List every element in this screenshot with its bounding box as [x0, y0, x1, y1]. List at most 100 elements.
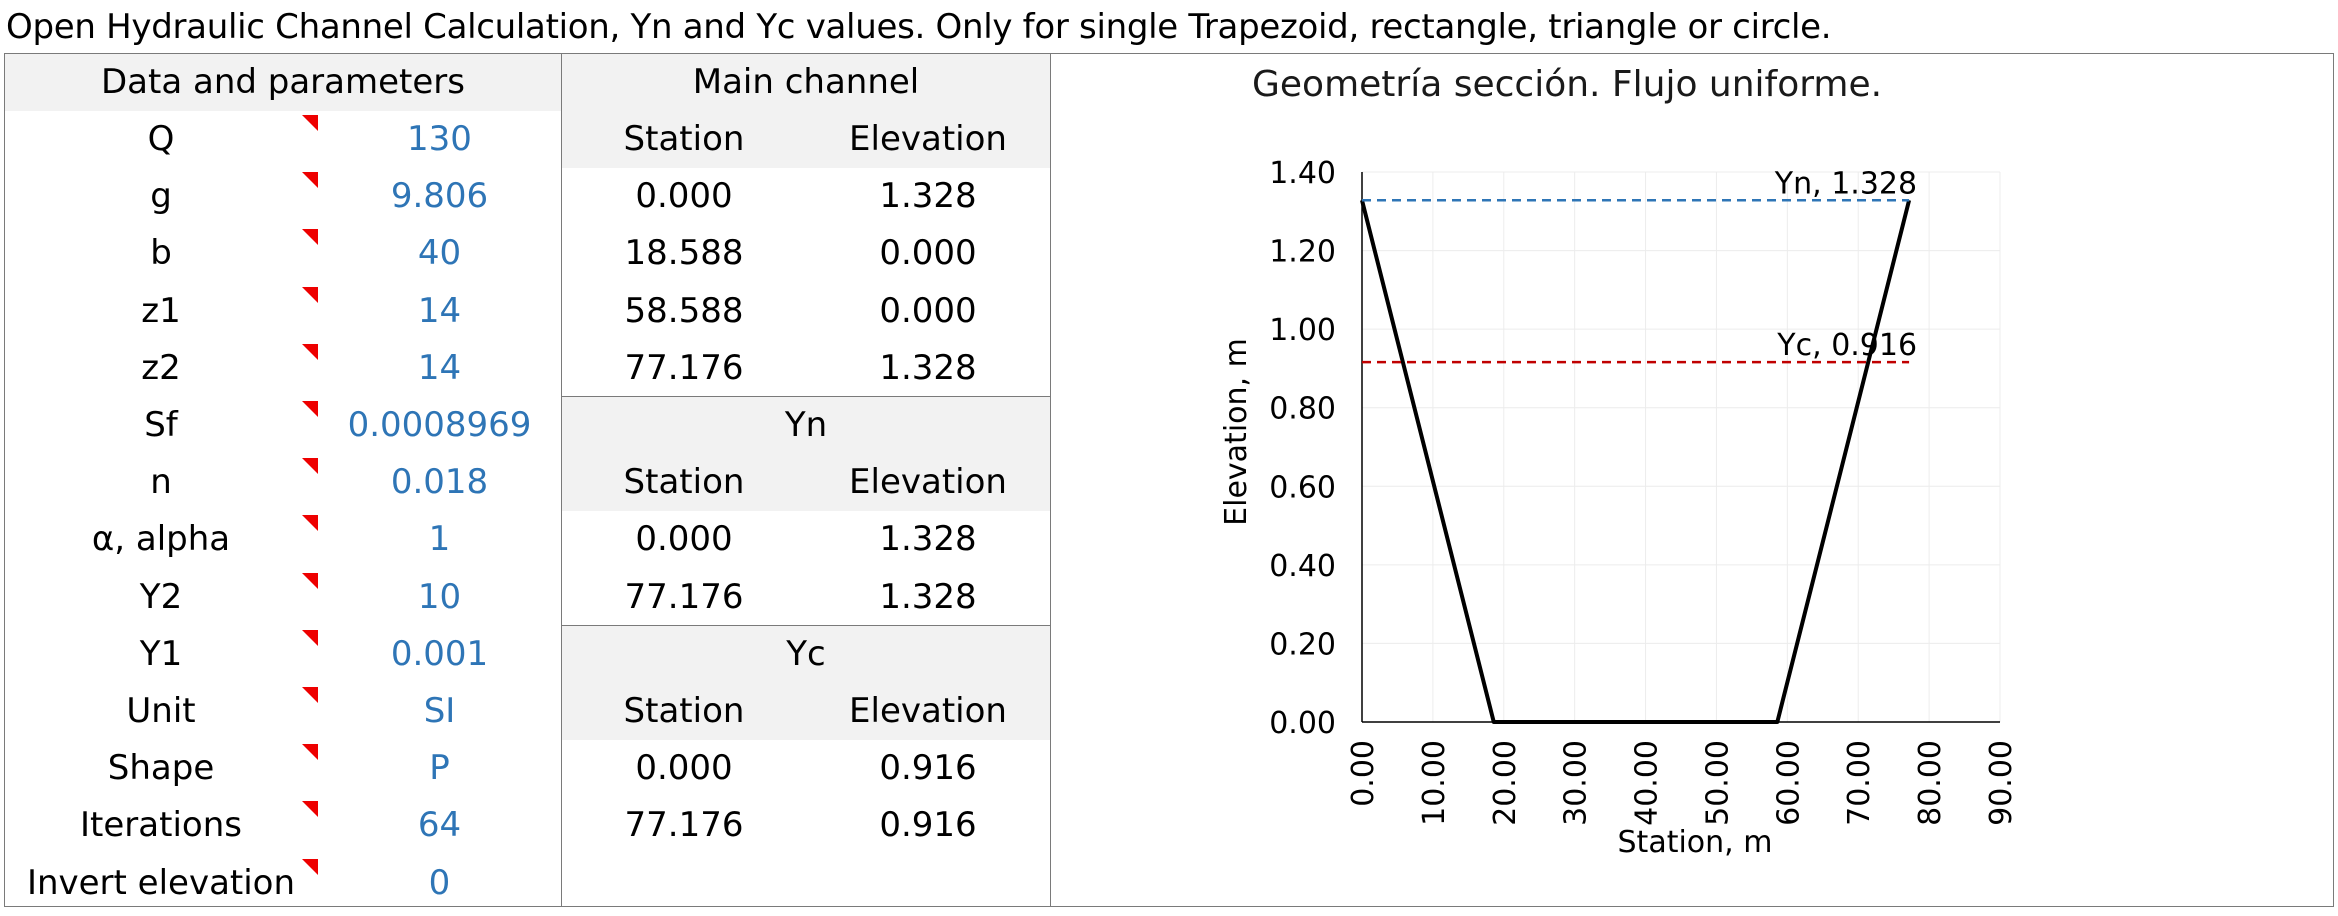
station-cell[interactable]: 77.176 [624, 805, 744, 846]
parameter-value[interactable]: 0.018 [390, 462, 489, 503]
parameter-value[interactable]: 14 [417, 347, 462, 388]
x-tick-label: 0.00 [1346, 740, 1381, 807]
comment-indicator-icon[interactable] [302, 858, 318, 875]
parameter-label: α, alpha [91, 519, 231, 560]
elevation-column-header: Elevation [806, 111, 1050, 168]
station-cell[interactable]: 18.588 [624, 233, 744, 274]
parameter-value[interactable]: 0.001 [390, 633, 489, 674]
x-tick-label: 50.00 [1700, 740, 1735, 826]
parameter-label: Q [147, 119, 175, 159]
station-cell[interactable]: 0.000 [635, 176, 733, 217]
parameter-value[interactable]: 0.0008969 [347, 405, 532, 445]
elevation-cell[interactable]: 1.328 [879, 519, 977, 560]
comment-indicator-icon[interactable] [302, 458, 318, 475]
data-labels: Yn, 1.328 Yc, 0.916 [1774, 166, 1917, 363]
y-tick-label: 0.20 [1269, 627, 1336, 662]
parameter-value[interactable]: 0 [428, 862, 451, 903]
x-tick-label: 60.00 [1771, 740, 1806, 826]
parameter-label: g [150, 176, 172, 217]
comment-indicator-icon[interactable] [302, 687, 318, 703]
station-column-header: Station [562, 111, 806, 168]
parameter-label: Y2 [139, 576, 183, 617]
x-axis-label: Station, m [1618, 825, 1773, 860]
y-tick-label: 1.40 [1269, 156, 1336, 191]
yn-header: Yn [562, 397, 1050, 454]
chart-series [1360, 199, 1912, 724]
station-column-header: Station [562, 683, 806, 740]
x-tick-label: 10.00 [1417, 740, 1452, 826]
comment-indicator-icon[interactable] [302, 286, 318, 303]
elevation-cell[interactable]: 1.328 [879, 176, 977, 217]
parameter-label: z1 [141, 290, 181, 331]
main-channel-header: Main channel [562, 53, 1050, 111]
parameter-label: Y1 [139, 633, 183, 674]
comment-indicator-icon[interactable] [302, 115, 318, 131]
x-tick-label: 90.00 [1984, 740, 2019, 826]
yn-data-label: Yn, 1.328 [1774, 166, 1917, 201]
y-tick-label: 0.40 [1269, 549, 1336, 584]
parameter-label: Invert elevation [26, 862, 296, 903]
parameters-header: Data and parameters [5, 54, 561, 111]
y-tick-labels: 0.00 0.20 0.40 0.60 0.80 1.00 1.20 1.40 [1269, 156, 1336, 741]
parameter-value[interactable]: 1 [428, 519, 451, 560]
comment-indicator-icon[interactable] [302, 343, 318, 360]
yc-header: Yc [562, 625, 1050, 683]
chart-axes [1361, 172, 2000, 723]
comment-indicator-icon[interactable] [302, 515, 318, 532]
x-tick-label: 70.00 [1842, 740, 1877, 826]
y-tick-label: 1.00 [1269, 313, 1336, 348]
station-cell[interactable]: 77.176 [624, 576, 744, 617]
comment-indicator-icon[interactable] [302, 401, 318, 417]
chart-grid [1362, 171, 2001, 722]
parameter-label: Unit [126, 691, 196, 731]
parameter-label: Shape [107, 748, 215, 789]
station-cell[interactable]: 77.176 [624, 347, 744, 388]
elevation-cell[interactable]: 0.000 [879, 290, 977, 331]
elevation-cell[interactable]: 0.000 [879, 233, 977, 274]
elevation-cell[interactable]: 0.916 [879, 805, 977, 846]
parameter-label: b [150, 233, 172, 274]
sheet-frame [4, 53, 2334, 907]
comment-indicator-icon[interactable] [302, 172, 318, 189]
comment-indicator-icon[interactable] [302, 744, 318, 761]
parameter-label: z2 [141, 347, 181, 388]
sheet-title: Open Hydraulic Channel Calculation, Yn a… [6, 7, 1832, 47]
station-column-header: Station [562, 454, 806, 512]
elevation-column-header: Elevation [806, 683, 1050, 740]
parameter-label: Iterations [80, 805, 242, 846]
parameter-value[interactable]: 40 [417, 233, 462, 274]
elevation-cell[interactable]: 1.328 [879, 347, 977, 388]
y-tick-label: 0.00 [1269, 706, 1336, 741]
elevation-column-header: Elevation [806, 454, 1050, 512]
parameter-value[interactable]: SI [423, 691, 456, 731]
parameter-label: n [150, 462, 172, 503]
comment-indicator-icon[interactable] [302, 229, 318, 246]
yc-data-label: Yc, 0.916 [1776, 328, 1917, 363]
x-tick-label: 30.00 [1559, 740, 1594, 826]
station-cell[interactable]: 0.000 [635, 748, 733, 789]
chart-title: Geometría sección. Flujo uniforme. [1252, 64, 1882, 105]
parameter-value[interactable]: 9.806 [390, 176, 489, 217]
comment-indicator-icon[interactable] [302, 801, 318, 818]
parameter-value[interactable]: 14 [417, 290, 462, 331]
elevation-cell[interactable]: 0.916 [879, 748, 977, 789]
x-tick-labels: 0.00 10.00 20.00 30.00 40.00 50.00 60.00 70.00 8… [1346, 740, 2019, 826]
divider-params [561, 53, 562, 907]
parameter-value[interactable]: P [429, 748, 450, 789]
parameter-value[interactable]: 10 [417, 576, 462, 617]
elevation-cell[interactable]: 1.328 [879, 576, 977, 617]
divider-tables [1050, 53, 1051, 907]
y-tick-label: 1.20 [1269, 235, 1336, 270]
section-chart: Geometría sección. Flujo uniforme. 0.00 0… [1219, 64, 2019, 860]
comment-indicator-icon[interactable] [302, 629, 318, 646]
comment-indicator-icon[interactable] [302, 572, 318, 589]
y-tick-label: 0.80 [1269, 392, 1336, 427]
parameter-label: Sf [144, 405, 178, 445]
parameter-value[interactable]: 64 [417, 805, 462, 846]
channel-section-line [1360, 199, 1912, 724]
y-axis-label: Elevation, m [1219, 338, 1254, 526]
x-tick-label: 40.00 [1630, 740, 1665, 826]
station-cell[interactable]: 0.000 [635, 519, 733, 560]
station-cell[interactable]: 58.588 [624, 290, 744, 331]
parameter-value[interactable]: 130 [407, 119, 472, 159]
